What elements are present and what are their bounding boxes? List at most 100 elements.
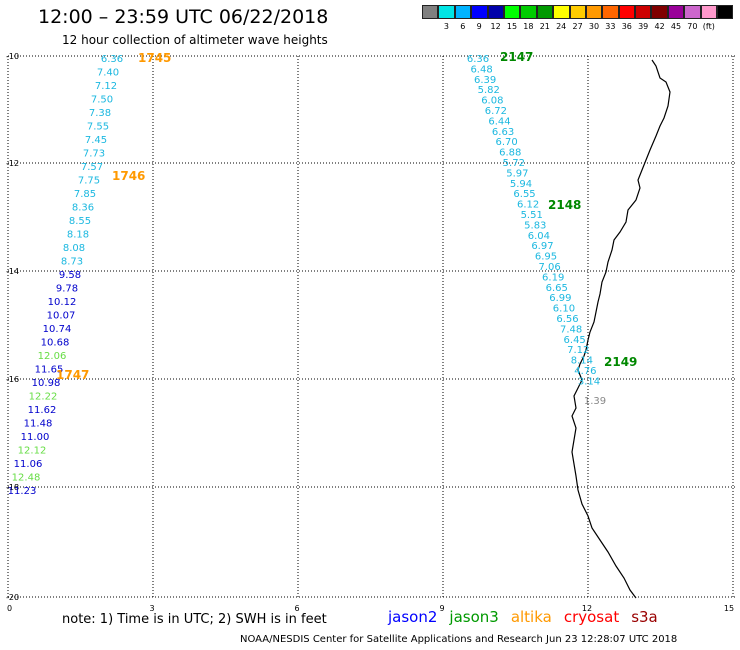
wave-height-value: 11.62 [28,405,57,416]
latitude-labels: -10 -12 -14 -16 -18 -20 [6,52,19,602]
color-scale-label: 70 [687,22,698,31]
wave-height-value: 7.40 [97,68,119,79]
color-scale-swatch [717,5,734,19]
wave-height-value: 7.48 [560,324,582,335]
satellite-legend-item: jason2 [388,608,438,626]
color-scale-swatch [487,5,504,19]
wave-height-value: 6.55 [513,189,535,200]
pass-time-label: 2148 [548,198,581,212]
longitude-label: 3 [149,604,154,613]
wave-height-value: 10.07 [47,311,76,322]
color-scale-swatch [454,5,472,19]
wave-height-value: 8.36 [72,203,94,214]
latitude-label: -14 [6,267,19,276]
wave-height-value: 6.70 [496,137,518,148]
color-scale-swatch [585,5,603,19]
latitude-label: -12 [6,159,19,168]
wave-height-value: 4.76 [574,366,596,377]
wave-height-value: 5.72 [503,158,525,169]
wave-height-value: 10.98 [32,378,61,389]
wave-height-value: 6.19 [542,272,564,283]
wave-height-value: 3.14 [578,376,600,387]
color-scale-bar [422,5,734,19]
wave-height-value: 7.38 [89,108,111,119]
page-title: 12:00 – 23:59 UTC 06/22/2018 [38,6,329,28]
latitude-label: -10 [6,52,19,61]
wave-height-value: 6.48 [470,64,492,75]
pass-time-label: 2149 [604,355,637,369]
color-scale-label: (ft) [702,22,715,31]
wave-height-value: 6.65 [546,283,568,294]
wave-height-value: 7.12 [567,345,589,356]
wave-height-value: 6.44 [488,116,510,127]
satellite-legend-item: jason3 [449,608,499,626]
color-scale-label: 39 [638,22,649,31]
color-scale-swatch [438,5,455,19]
right-track-values: 6.366.486.395.826.086.726.446.636.706.88… [467,54,606,407]
wave-height-value: 7.50 [91,95,113,106]
wave-height-value: 1.39 [584,396,606,407]
wave-height-value: 7.45 [85,135,107,146]
wave-height-value: 6.45 [564,335,586,346]
wave-height-value: 8.14 [571,356,593,367]
color-scale-swatch [503,5,521,19]
color-scale-swatch [684,5,701,19]
color-scale-swatch [635,5,652,19]
longitude-label: 12 [582,604,592,613]
pass-time-labels: 1745 1746 1747 2147 2148 2149 [56,50,637,382]
color-scale-label: 6 [460,22,466,31]
wave-height-value: 6.36 [467,54,489,65]
wave-height-value: 7.55 [87,122,109,133]
wave-height-value: 8.08 [63,243,85,254]
wave-height-value: 6.97 [531,241,553,252]
color-scale-swatch [536,5,554,19]
wave-height-value: 7.75 [78,176,100,187]
wave-height-value: 6.04 [528,231,550,242]
wave-height-value: 11.23 [8,486,37,497]
satellite-legend-item: cryosat [563,608,620,626]
color-scale-label: 36 [621,22,632,31]
color-scale-label: 30 [588,22,600,31]
pass-time-label: 1746 [112,169,145,183]
color-scale-swatch [520,5,537,19]
color-scale-swatch [651,5,668,19]
wave-height-value: 6.88 [499,148,521,159]
wave-height-value: 5.94 [510,179,532,190]
map-grid [7,55,735,598]
wave-height-value: 10.74 [43,324,72,335]
wave-height-value: 11.65 [35,365,64,376]
wave-height-value: 6.56 [556,314,578,325]
wave-height-value: 6.63 [492,127,514,138]
latitude-label: -16 [6,375,19,384]
color-scale-swatch [618,5,636,19]
left-track-values: 6.36 7.40 7.12 7.50 7.38 7.55 7.45 7.73 7.57 7.75… [8,54,123,497]
longitude-label: 15 [724,604,734,613]
wave-height-value: 8.18 [67,230,89,241]
wave-height-value: 12.12 [18,446,47,457]
footer-note: note: 1) Time is in UTC; 2) SWH is in fe… [62,612,327,627]
wave-height-value: 8.55 [69,216,91,227]
wave-height-value: 7.12 [95,81,117,92]
color-scale-label: 9 [476,22,482,31]
wave-height-value: 11.48 [24,419,53,430]
coastline [571,59,671,599]
longitude-label: 6 [294,604,299,613]
color-scale-swatch [471,5,488,19]
wave-height-value: 6.39 [474,75,496,86]
wave-height-value: 6.12 [517,200,539,211]
wave-height-value: 6.99 [549,293,571,304]
wave-height-value: 6.08 [481,96,503,107]
wave-height-value: 11.06 [14,459,43,470]
color-scale-swatch [602,5,619,19]
wave-height-value: 12.06 [38,351,67,362]
color-scale-swatch [667,5,685,19]
wave-height-value: 5.83 [524,220,546,231]
pass-time-label: 2147 [500,50,533,64]
page-subtitle: 12 hour collection of altimeter wave hei… [62,33,328,47]
longitude-label: 0 [7,604,12,613]
wave-height-value: 6.36 [101,54,123,65]
footer-credit: NOAA/NESDIS Center for Satellite Applica… [240,634,678,645]
color-scale-label: 33 [605,22,616,31]
color-scale-label: 15 [506,22,518,31]
pass-time-label: 1745 [138,51,171,65]
